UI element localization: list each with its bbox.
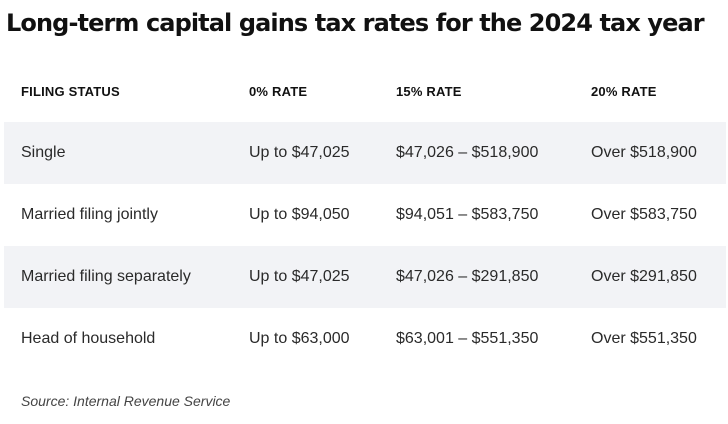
filing-status-cell: Married filing jointly <box>21 206 158 223</box>
twenty-rate-cell: Over $551,350 <box>591 330 697 347</box>
zero-rate-cell: Up to $63,000 <box>249 330 350 347</box>
zero-rate-cell: Up to $47,025 <box>232 122 379 184</box>
header-row: FILING STATUS 0% RATE 15% RATE 20% RATE <box>4 60 726 122</box>
twenty-rate-cell: Over $291,850 <box>574 246 726 308</box>
header-filing-status: FILING STATUS <box>21 83 120 99</box>
header-zero-percent-rate: 0% RATE <box>249 83 308 99</box>
fifteen-rate-cell: $63,001 – $551,350 <box>396 330 539 347</box>
tax-rates-table: FILING STATUS 0% RATE 15% RATE 20% RATE … <box>4 60 726 370</box>
zero-rate-cell: Up to $47,025 <box>232 246 379 308</box>
fifteen-rate-cell: $94,051 – $583,750 <box>396 206 539 223</box>
twenty-rate-cell: Over $518,900 <box>574 122 726 184</box>
filing-status-cell: Single <box>4 122 232 184</box>
fifteen-rate-cell: $47,026 – $518,900 <box>379 122 574 184</box>
page-title: Long-term capital gains tax rates for th… <box>6 9 705 37</box>
table-row: Married filing jointly Up to $94,050 $94… <box>4 184 726 246</box>
table-row: Single Up to $47,025 $47,026 – $518,900 … <box>4 122 726 184</box>
zero-rate-cell: Up to $94,050 <box>249 206 350 223</box>
table-row: Married filing separately Up to $47,025 … <box>4 246 726 308</box>
filing-status-cell: Married filing separately <box>4 246 232 308</box>
table-body: Single Up to $47,025 $47,026 – $518,900 … <box>4 122 726 370</box>
header-fifteen-percent-rate: 15% RATE <box>396 83 462 99</box>
fifteen-rate-cell: $47,026 – $291,850 <box>379 246 574 308</box>
header-twenty-percent-rate: 20% RATE <box>591 83 657 99</box>
filing-status-cell: Head of household <box>21 330 156 347</box>
source-note: Source: Internal Revenue Service <box>21 393 231 409</box>
twenty-rate-cell: Over $583,750 <box>591 206 697 223</box>
table-row: Head of household Up to $63,000 $63,001 … <box>4 308 726 370</box>
table-header: FILING STATUS 0% RATE 15% RATE 20% RATE <box>4 60 726 122</box>
